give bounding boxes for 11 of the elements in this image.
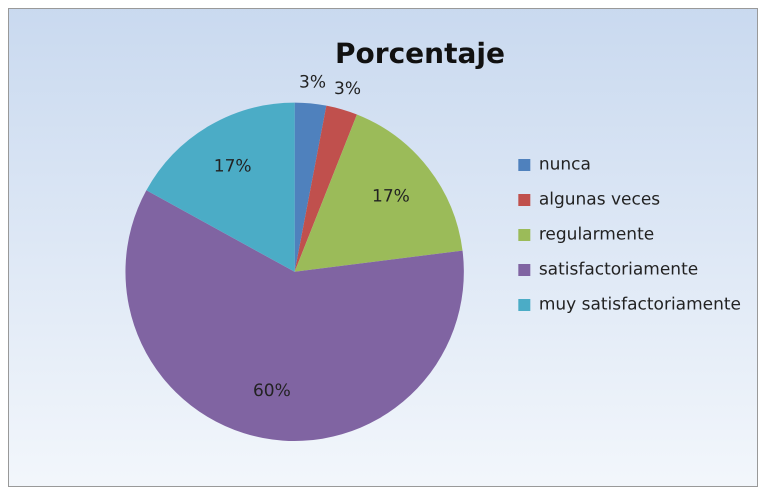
legend-label: muy satisfactoriamente [538, 294, 742, 314]
chart-title: Porcentaje [335, 37, 505, 70]
data-label: 17% [214, 156, 252, 176]
data-label: 60% [252, 380, 291, 401]
legend-label: regularmente [538, 224, 654, 244]
data-label: 17% [372, 186, 410, 207]
legend-label: algunas veces [538, 189, 660, 210]
legend-label: satisfactoriamente [538, 259, 698, 280]
data-label: 3% [334, 79, 362, 100]
data-label: 3% [299, 72, 326, 93]
legend-label: nunca [538, 154, 591, 174]
